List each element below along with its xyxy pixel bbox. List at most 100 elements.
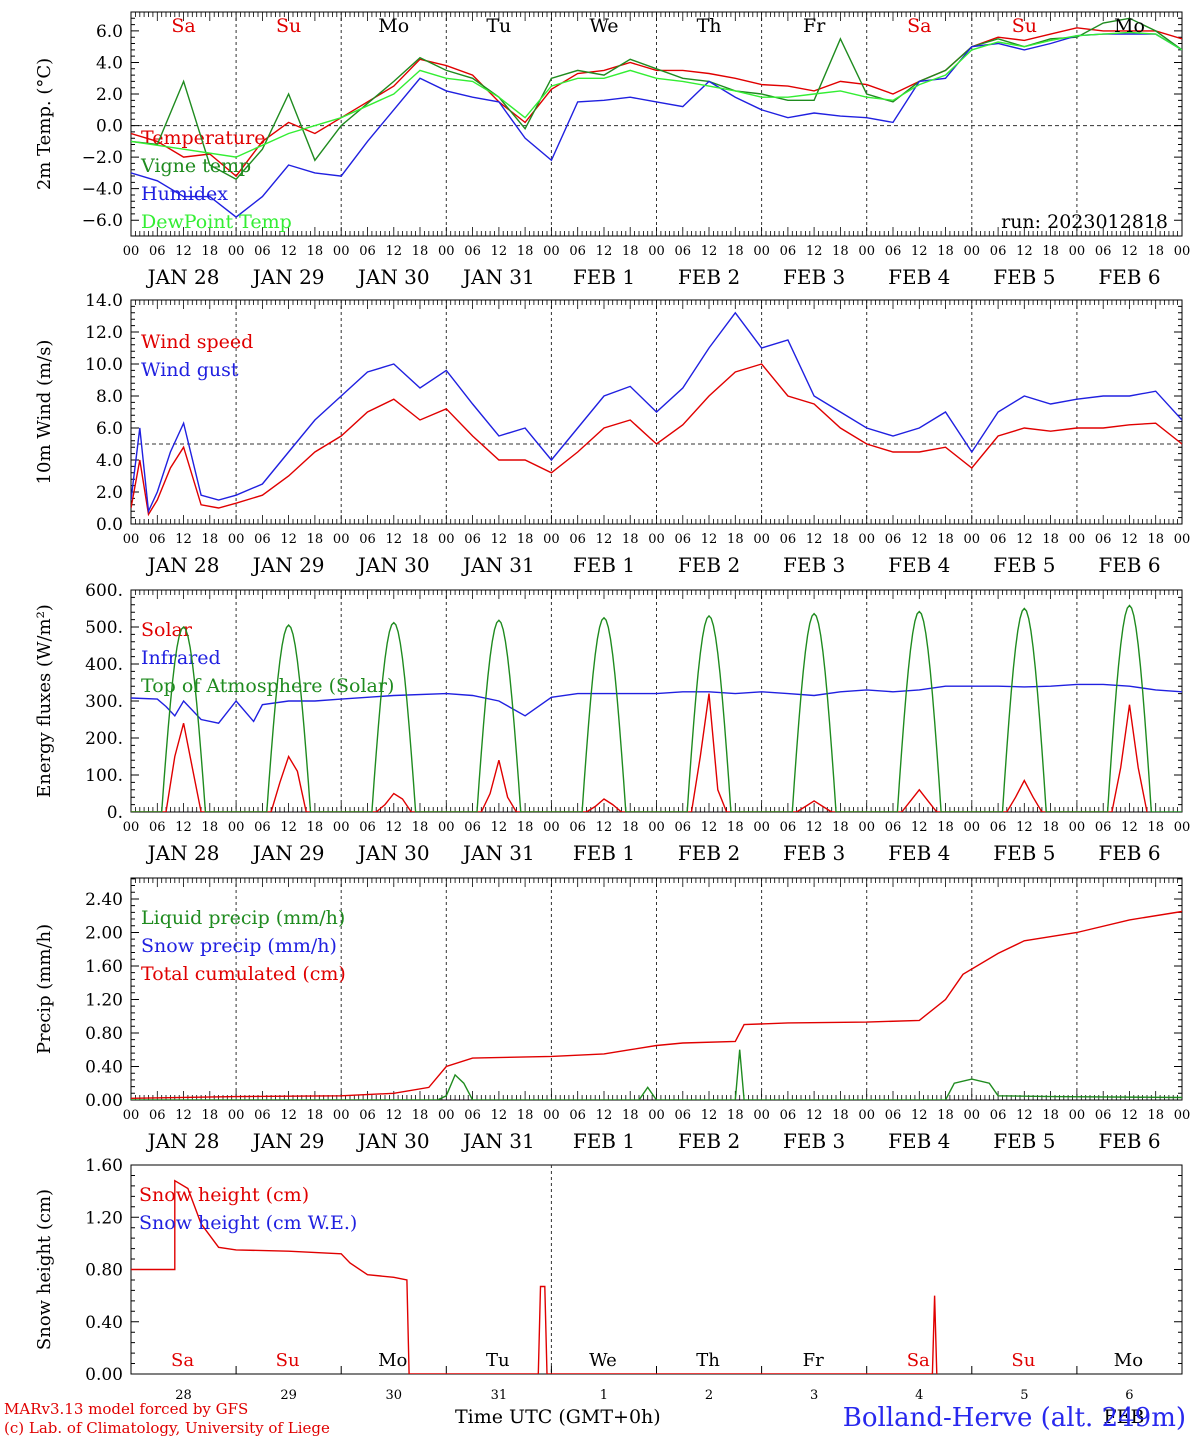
day-number-label: 2 (705, 1388, 713, 1403)
day-number-label: 4 (915, 1388, 923, 1403)
legend-entry: Total cumulated (cm) (141, 963, 346, 985)
weekday-label: Tu (486, 1350, 510, 1371)
y-tick-label: 6.0 (96, 22, 123, 42)
hour-tick-label: 06 (675, 820, 692, 835)
series-line (131, 683, 1182, 724)
y-tick-label: 0.80 (85, 1261, 123, 1281)
hour-tick-label: 12 (596, 532, 613, 547)
y-axis-title: Snow height (cm) (34, 1189, 55, 1350)
date-label: FEB 2 (678, 841, 740, 865)
hour-tick-label: 06 (675, 1108, 692, 1123)
y-axis-title: 2m Temp. (°C) (34, 58, 55, 190)
hour-tick-label: 00 (858, 244, 875, 259)
hour-tick-label: 06 (885, 820, 902, 835)
hour-tick-label: 00 (438, 1108, 455, 1123)
hour-tick-label: 00 (543, 1108, 560, 1123)
y-tick-label: 14.0 (85, 291, 123, 311)
date-label: JAN 31 (461, 1129, 535, 1153)
y-tick-label: 1.60 (85, 1156, 123, 1176)
weekday-label: Mo (378, 1350, 407, 1371)
hour-tick-label: 18 (412, 244, 429, 259)
hour-tick-label: 00 (1174, 244, 1191, 259)
hour-tick-label: 18 (517, 532, 534, 547)
hour-tick-label: 00 (648, 1108, 665, 1123)
hour-tick-label: 06 (780, 244, 797, 259)
hour-tick-label: 18 (832, 1108, 849, 1123)
date-label: FEB 3 (783, 841, 845, 865)
weekday-label: Mo (1114, 15, 1145, 37)
hour-tick-label: 00 (438, 532, 455, 547)
hour-tick-label: 06 (254, 244, 271, 259)
date-label: FEB 5 (993, 553, 1055, 577)
hour-tick-label: 12 (175, 532, 192, 547)
hour-tick-label: 12 (280, 820, 297, 835)
weekday-label: Su (1012, 15, 1037, 37)
y-tick-label: 8.0 (96, 387, 123, 407)
hour-tick-label: 06 (1095, 820, 1112, 835)
hour-tick-label: 06 (149, 1108, 166, 1123)
hour-tick-label: 12 (911, 244, 928, 259)
y-tick-label: 2.00 (85, 923, 123, 943)
hour-tick-label: 18 (727, 532, 744, 547)
hour-tick-label: 12 (1121, 532, 1138, 547)
hour-tick-label: 12 (385, 532, 402, 547)
hour-tick-label: 18 (727, 820, 744, 835)
hour-tick-label: 12 (491, 1108, 508, 1123)
y-ticks (131, 11, 1182, 221)
hour-tick-label: 00 (753, 820, 770, 835)
date-label: JAN 30 (356, 1129, 430, 1153)
hour-tick-label: 00 (753, 244, 770, 259)
hour-tick-label: 18 (727, 244, 744, 259)
date-label: FEB 5 (993, 841, 1055, 865)
date-label: FEB 2 (678, 1129, 740, 1153)
legend-entry: Solar (141, 619, 193, 641)
day-number-label: 29 (280, 1388, 297, 1403)
hour-tick-label: 06 (254, 820, 271, 835)
run-label: run: 2023012818 (1001, 211, 1168, 233)
series-line (131, 363, 1182, 517)
day-number-label: 1 (600, 1388, 608, 1403)
hour-tick-label: 00 (438, 244, 455, 259)
hour-tick-label: 12 (385, 244, 402, 259)
date-label: FEB 6 (1098, 841, 1160, 865)
hour-tick-label: 12 (1016, 1108, 1033, 1123)
legend-entry: Snow height (cm) (139, 1184, 309, 1206)
hour-tick-label: 06 (464, 1108, 481, 1123)
model-credit: MARv3.13 model forced by GFS (4, 1400, 249, 1418)
hour-tick-label: 00 (753, 532, 770, 547)
hour-tick-label: 12 (1016, 244, 1033, 259)
month-label: FEB (1103, 1406, 1144, 1428)
panel-2: 0.0 2.0 4.0 6.0 8.0 10.0 12.0 14.0 10m Wind (m/s… (34, 291, 1190, 577)
day-number-label: 28 (175, 1388, 192, 1403)
hour-tick-label: 00 (964, 244, 981, 259)
hour-tick-label: 00 (648, 820, 665, 835)
hour-tick-label: 06 (359, 820, 376, 835)
weekday-label: Sa (171, 1350, 194, 1371)
y-ticks (131, 299, 1182, 525)
hour-tick-label: 12 (701, 820, 718, 835)
hour-tick-label: 06 (1095, 244, 1112, 259)
legend-entry: Snow height (cm W.E.) (139, 1212, 357, 1234)
hour-tick-label: 06 (149, 532, 166, 547)
y-tick-label: 12.0 (85, 323, 123, 343)
weekday-label: We (589, 1350, 617, 1371)
series-line (131, 31, 1182, 158)
date-label: JAN 29 (251, 265, 325, 289)
y-tick-label: 6.0 (96, 419, 123, 439)
hour-tick-label: 00 (858, 532, 875, 547)
series-line (131, 311, 1182, 514)
hour-tick-label: 06 (359, 244, 376, 259)
series-line (131, 17, 1182, 181)
hour-tick-label: 00 (333, 532, 350, 547)
hour-tick-label: 06 (464, 244, 481, 259)
y-tick-label: 0.00 (85, 1091, 123, 1111)
series-line (131, 910, 1182, 1099)
hour-tick-label: 12 (701, 532, 718, 547)
date-label: JAN 31 (461, 553, 535, 577)
hour-tick-label: 18 (517, 820, 534, 835)
hour-tick-label: 12 (280, 244, 297, 259)
date-label: JAN 29 (251, 553, 325, 577)
date-label: FEB 4 (888, 1129, 950, 1153)
date-label: JAN 31 (461, 841, 535, 865)
